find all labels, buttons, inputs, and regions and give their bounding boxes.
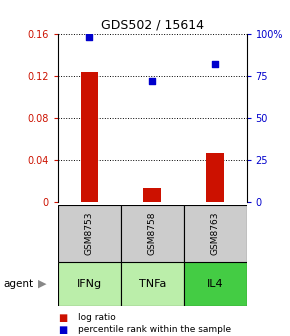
- Text: TNFa: TNFa: [139, 279, 166, 289]
- Bar: [206, 153, 224, 202]
- Text: GSM8763: GSM8763: [211, 212, 220, 255]
- Text: IL4: IL4: [207, 279, 223, 289]
- Point: [87, 34, 92, 40]
- Text: IFNg: IFNg: [77, 279, 102, 289]
- Bar: [144, 188, 161, 202]
- Bar: [81, 73, 98, 202]
- Text: GSM8753: GSM8753: [85, 212, 94, 255]
- Text: GSM8758: GSM8758: [148, 212, 157, 255]
- Text: ■: ■: [58, 325, 67, 335]
- Text: ▶: ▶: [38, 279, 46, 289]
- Title: GDS502 / 15614: GDS502 / 15614: [101, 18, 204, 31]
- Bar: [184, 262, 246, 306]
- Bar: [58, 262, 121, 306]
- Text: ■: ■: [58, 312, 67, 323]
- Bar: [121, 262, 184, 306]
- Bar: [58, 205, 121, 262]
- Point: [150, 78, 155, 83]
- Bar: [121, 205, 184, 262]
- Text: percentile rank within the sample: percentile rank within the sample: [78, 326, 231, 334]
- Text: log ratio: log ratio: [78, 313, 116, 322]
- Bar: [184, 205, 246, 262]
- Text: agent: agent: [3, 279, 33, 289]
- Point: [213, 61, 218, 67]
